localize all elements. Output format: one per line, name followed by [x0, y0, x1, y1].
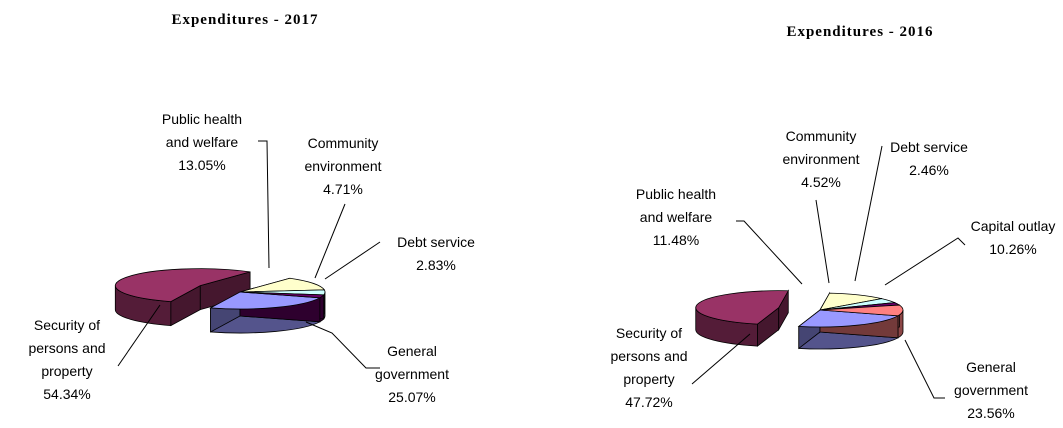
slice-label-line: 54.34% — [43, 386, 90, 402]
pie-slice-general-government — [209, 291, 322, 310]
slice-label-capital-outlay: Capital outlay 10.26% — [971, 218, 1056, 257]
slice-label-line: 10.26% — [989, 241, 1036, 257]
slice-label-debt-service: Debt service 2.83% — [397, 234, 475, 273]
pie-slice-public-health-and-welfare — [239, 277, 326, 293]
leader-line-security-of-persons-and-property — [691, 333, 751, 385]
slice-label-line: 4.52% — [801, 174, 841, 190]
pie-chart-2017: Expenditures - 2017 General government 25.0… — [28, 12, 475, 405]
slice-label-line: Public health — [162, 111, 242, 127]
pie-slice-capital-outlay — [819, 304, 904, 317]
slice-label-line: Community — [308, 135, 379, 151]
slice-label-line: 2.83% — [416, 257, 456, 273]
slice-label-debt-service: Debt service 2.46% — [890, 139, 968, 178]
leader-line-community-environment — [314, 203, 346, 279]
slice-label-line: General — [387, 343, 437, 359]
slice-label-line: Debt service — [890, 139, 968, 155]
slice-label-line: property — [41, 363, 92, 379]
slice-label-line: environment — [304, 158, 381, 174]
slice-label-line: property — [623, 371, 674, 387]
leader-line-debt-service — [324, 241, 381, 280]
leader-line-public-health-and-welfare — [736, 220, 803, 285]
slice-label-line: 25.07% — [388, 389, 435, 405]
slice-label-line: Public health — [636, 186, 716, 202]
slice-label-line: government — [954, 382, 1028, 398]
leader-line-debt-service — [854, 145, 883, 282]
slice-label-line: General — [966, 359, 1016, 375]
slice-label-general-government: General government 23.56% — [954, 359, 1028, 421]
slice-label-line: and welfare — [166, 134, 239, 150]
slice-label-public-health-and-welfare: Public health and welfare 13.05% — [162, 111, 242, 173]
leader-line-general-government — [305, 321, 380, 369]
slice-label-general-government: General government 25.07% — [375, 343, 449, 405]
slice-label-public-health-and-welfare: Public health and welfare 11.48% — [636, 186, 716, 248]
slice-label-line: 47.72% — [625, 394, 672, 410]
leader-line-community-environment — [815, 199, 830, 284]
leader-line-capital-outlay — [884, 237, 966, 286]
slice-label-line: Security of — [34, 317, 100, 333]
pie-slice-security-of-persons-and-property — [114, 268, 251, 303]
chart-title: Expenditures - 2017 — [171, 12, 318, 28]
slice-label-line: persons and — [28, 340, 105, 356]
pie-slice-security-of-persons-and-property — [695, 290, 789, 325]
slice-label-line: persons and — [610, 348, 687, 364]
slice-label-line: Security of — [616, 325, 682, 341]
slice-label-line: and welfare — [640, 209, 713, 225]
slice-label-line: environment — [782, 151, 859, 167]
slice-label-line: Capital outlay — [971, 218, 1056, 234]
slice-label-line: 4.71% — [323, 181, 363, 197]
slice-label-line: 11.48% — [653, 232, 699, 248]
slice-label-security-of-persons-and-property: Security of persons and property 54.34% — [28, 317, 105, 402]
slice-label-line: Community — [786, 128, 857, 144]
slice-label-line: 2.46% — [909, 162, 949, 178]
slice-label-line: 23.56% — [967, 405, 1014, 421]
pie-slice-debt-service — [239, 291, 325, 299]
slice-label-line: government — [375, 366, 449, 382]
slice-label-community-environment: Community environment 4.52% — [782, 128, 859, 190]
chart-title: Expenditures - 2016 — [786, 24, 933, 40]
leader-line-security-of-persons-and-property — [117, 304, 161, 367]
leader-line-general-government — [904, 339, 945, 399]
slice-label-line: Debt service — [397, 234, 475, 250]
slice-label-community-environment: Community environment 4.71% — [304, 135, 381, 197]
pie-chart-2016: Expenditures - 2016 General government 23.5… — [610, 24, 1055, 421]
leader-line-public-health-and-welfare — [258, 140, 270, 269]
slice-label-line: 13.05% — [178, 157, 225, 173]
slice-label-security-of-persons-and-property: Security of persons and property 47.72% — [610, 325, 687, 410]
